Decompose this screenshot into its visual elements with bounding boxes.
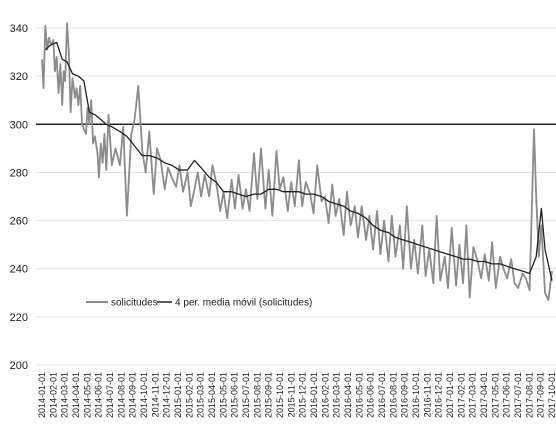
x-tick-label: 2016-03-01: [332, 372, 342, 418]
series-line-solicitudes: [41, 22, 553, 301]
x-tick-label: 2017-09-01: [536, 372, 546, 418]
x-tick-label: 2014-01-01: [37, 372, 47, 418]
x-tick-label: 2015-02-01: [184, 372, 194, 418]
x-tick-label: 2015-04-01: [207, 372, 217, 418]
y-tick-label: 320: [10, 71, 28, 83]
x-tick-label: 2015-11-01: [286, 372, 296, 417]
x-tick-label: 2016-10-01: [411, 372, 421, 418]
x-tick-label: 2014-10-01: [139, 372, 149, 418]
series-lines: [41, 22, 553, 301]
y-tick-label: 340: [10, 23, 28, 35]
x-tick-label: 2015-07-01: [241, 372, 251, 418]
x-tick-label: 2015-12-01: [298, 372, 308, 418]
x-tick-label: 2016-08-01: [388, 372, 398, 418]
x-tick-label: 2016-12-01: [434, 372, 444, 418]
x-tick-label: 2017-07-01: [513, 372, 523, 418]
x-tick-label: 2014-02-01: [48, 372, 58, 418]
y-tick-label: 280: [10, 167, 28, 179]
x-tick-label: 2016-05-01: [354, 372, 364, 418]
y-tick-label: 220: [10, 312, 28, 324]
y-tick-label: 260: [10, 216, 28, 228]
x-tick-label: 2017-03-01: [468, 372, 478, 418]
x-tick-label: 2015-10-01: [275, 372, 285, 418]
y-tick-label: 300: [10, 119, 28, 131]
x-tick-label: 2014-06-01: [94, 372, 104, 418]
x-tick-label: 2015-09-01: [264, 372, 274, 418]
x-tick-label: 2016-09-01: [400, 372, 410, 418]
x-tick-label: 2017-08-01: [524, 372, 534, 418]
legend-label-moving-average: 4 per. media móvil (solicitudes): [175, 298, 312, 309]
legend-label-solicitudes: solicitudes: [111, 298, 158, 309]
legend: solicitudes 4 per. media móvil (solicitu…: [86, 298, 312, 309]
x-tick-label: 2014-09-01: [128, 372, 138, 418]
x-tick-label: 2017-05-01: [490, 372, 500, 418]
x-tick-label: 2014-07-01: [105, 372, 115, 418]
series-line-moving-average: [44, 41, 553, 281]
x-tick-label: 2017-04-01: [479, 372, 489, 418]
x-tick-label: 2015-03-01: [196, 372, 206, 418]
x-tick-label: 2016-11-01: [422, 372, 432, 417]
x-tick-label: 2017-02-01: [456, 372, 466, 418]
x-tick-label: 2014-03-01: [60, 372, 70, 418]
x-tick-label: 2015-08-01: [252, 372, 262, 418]
x-tick-label: 2017-06-01: [502, 372, 512, 418]
x-tick-label: 2016-01-01: [309, 372, 319, 418]
y-axis-ticks: 200 220 240 260 280 300 320 340: [10, 23, 28, 372]
y-tick-label: 200: [10, 360, 28, 372]
x-tick-label: 2014-08-01: [116, 372, 126, 418]
x-tick-label: 2016-07-01: [377, 372, 387, 418]
x-tick-label: 2016-06-01: [366, 372, 376, 418]
x-tick-label: 2016-02-01: [320, 372, 330, 418]
x-tick-label: 2015-01-01: [173, 372, 183, 418]
y-tick-label: 240: [10, 264, 28, 276]
x-tick-label: 2017-01-01: [445, 372, 455, 418]
x-tick-label: 2014-05-01: [82, 372, 92, 418]
x-tick-label: 2014-04-01: [71, 372, 81, 418]
x-tick-label: 2014-12-01: [162, 372, 172, 418]
x-tick-label: 2014-11-01: [150, 372, 160, 417]
x-tick-label: 2016-04-01: [343, 372, 353, 418]
x-tick-label: 2017-10-01: [547, 372, 556, 418]
x-axis-ticks: 2014-01-01 2014-02-01 2014-03-01 2014-04-01…: [37, 372, 556, 418]
x-tick-label: 2015-06-01: [230, 372, 240, 418]
x-tick-label: 2015-05-01: [218, 372, 228, 418]
